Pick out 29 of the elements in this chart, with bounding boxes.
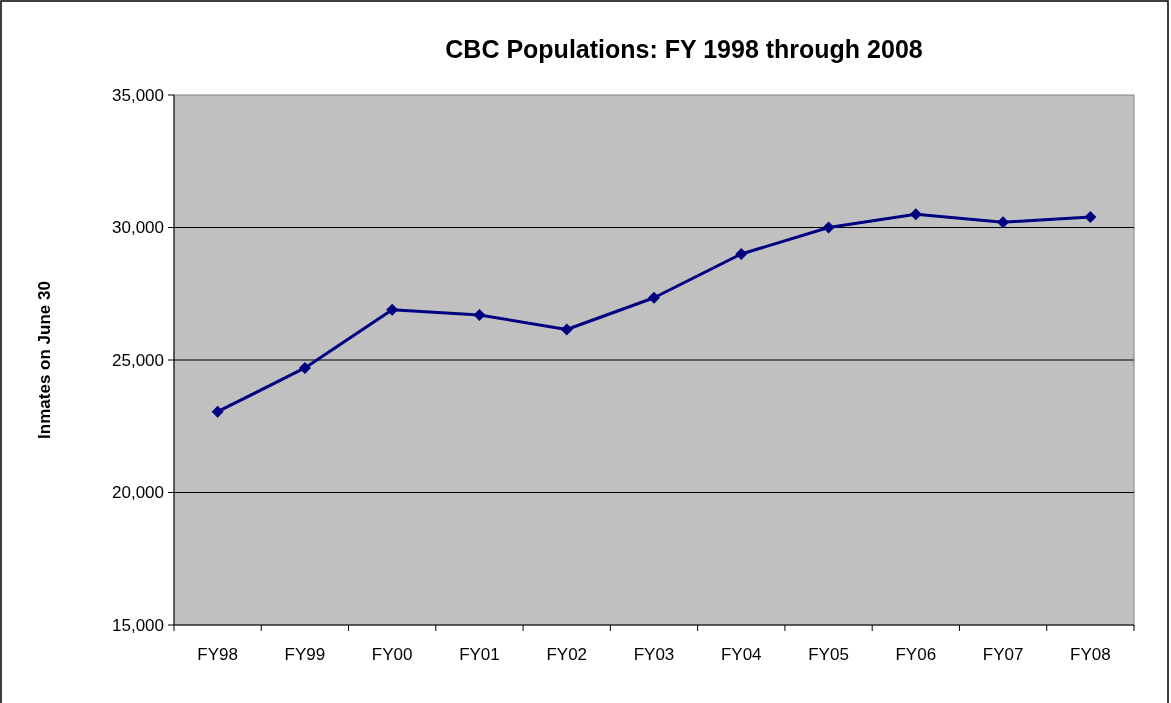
x-tick-label: FY06	[895, 645, 937, 664]
point	[909, 208, 922, 221]
x-tick-label: FY01	[459, 645, 500, 664]
point	[648, 291, 660, 304]
point	[560, 323, 573, 336]
y-axis-title: Inmates on June 30	[35, 281, 54, 439]
y-tick-label: 15,000	[112, 615, 164, 635]
point	[298, 361, 311, 374]
x-tick-label: FY98	[197, 645, 238, 664]
point	[735, 248, 748, 260]
x-tick-label: FY05	[808, 645, 849, 664]
point	[386, 303, 399, 316]
point	[997, 216, 1010, 229]
y-tick-label: 35,000	[112, 85, 164, 105]
x-tick-label: FY02	[546, 645, 588, 664]
y-tick-label: 25,000	[112, 350, 164, 370]
chart-title: CBC Populations: FY 1998 through 2008	[445, 35, 923, 63]
x-tick-label: FY00	[371, 645, 413, 664]
point	[211, 405, 224, 418]
x-tick-label: FY99	[284, 645, 326, 664]
point	[822, 221, 835, 234]
y-tick-label: 20,000	[112, 483, 164, 503]
y-tick-label: 30,000	[112, 218, 164, 238]
x-tick-label: FY07	[982, 645, 1024, 664]
x-tick-label: FY03	[633, 645, 675, 664]
x-tick-label: FY04	[720, 645, 762, 664]
point	[473, 308, 486, 321]
x-tick-label: FY08	[1070, 645, 1111, 664]
point	[1084, 210, 1097, 223]
